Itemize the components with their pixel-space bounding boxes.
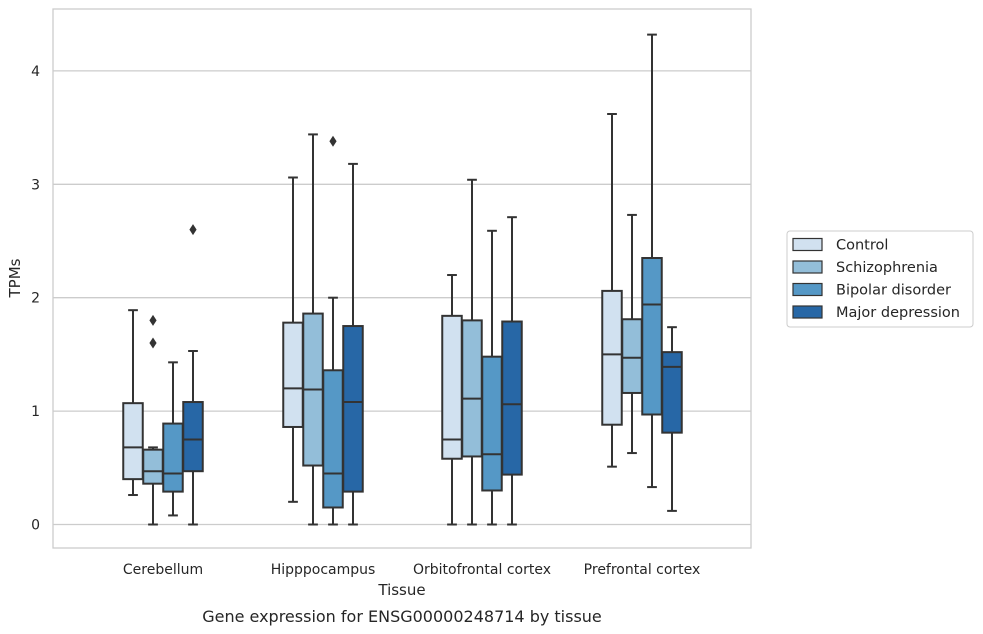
box-group — [342, 162, 364, 526]
legend-label: Schizophrenia — [836, 260, 938, 276]
y-tick-label: 4 — [31, 64, 40, 80]
box-group — [481, 229, 503, 526]
x-tick-label: Orbitofrontal cortex — [413, 562, 551, 578]
legend-label: Control — [836, 238, 888, 254]
box-group — [142, 314, 164, 526]
box-group — [501, 216, 523, 526]
box-iqr — [661, 351, 683, 434]
box-group — [182, 224, 204, 526]
box-group — [162, 361, 184, 517]
box-group — [641, 33, 663, 489]
legend-label: Bipolar disorder — [836, 283, 951, 299]
legend-swatch — [792, 260, 823, 274]
outlier-point — [189, 224, 197, 236]
box-group — [302, 133, 324, 526]
legend-swatch — [792, 305, 823, 319]
y-tick-label: 1 — [31, 404, 40, 420]
box-iqr — [182, 401, 204, 473]
legend-label: Major depression — [836, 305, 960, 321]
x-tick-label: Cerebellum — [123, 562, 203, 578]
x-tick-label: Hipppocampus — [271, 562, 376, 578]
y-tick-label: 0 — [31, 518, 40, 534]
x-tick-label: Prefrontal cortex — [584, 562, 701, 578]
box-iqr — [282, 321, 304, 428]
gridlines — [53, 70, 751, 526]
box-group — [461, 178, 483, 526]
chart-caption: Gene expression for ENSG00000248714 by t… — [202, 607, 602, 626]
plot-frame — [52, 8, 752, 549]
x-axis-label: Tissue — [377, 581, 425, 599]
box-group — [322, 135, 344, 526]
outlier-point — [329, 135, 337, 147]
outlier-point — [149, 337, 157, 349]
legend-swatch — [792, 237, 823, 252]
y-tick-label: 3 — [31, 177, 40, 193]
y-axis-ticks: 0 1 2 3 4 — [31, 64, 40, 534]
boxes — [122, 33, 683, 526]
box-iqr — [441, 314, 463, 460]
y-tick-label: 2 — [31, 291, 40, 307]
box-group — [441, 274, 463, 526]
x-axis-ticks: Cerebellum Hipppocampus Orbitofrontal cort… — [123, 562, 700, 578]
box-iqr — [322, 369, 344, 509]
box-iqr — [162, 422, 184, 493]
box-iqr — [481, 355, 503, 492]
box-group — [661, 326, 683, 512]
legend: Control Schizophrenia Bipolar disorder Majo… — [786, 230, 974, 328]
box-iqr — [621, 318, 643, 394]
y-axis-label: TPMs — [6, 258, 24, 298]
box-iqr — [122, 402, 144, 481]
box-iqr — [142, 448, 164, 485]
box-group — [621, 213, 643, 455]
box-group — [282, 176, 304, 503]
box-iqr — [342, 325, 364, 493]
legend-frame — [786, 230, 974, 328]
box-group — [601, 112, 623, 468]
box-iqr — [641, 257, 663, 416]
box-iqr — [501, 320, 523, 476]
box-iqr — [461, 319, 483, 458]
legend-swatch — [792, 282, 823, 297]
outlier-point — [149, 314, 157, 326]
box-group — [122, 309, 144, 497]
box-iqr — [601, 289, 623, 426]
